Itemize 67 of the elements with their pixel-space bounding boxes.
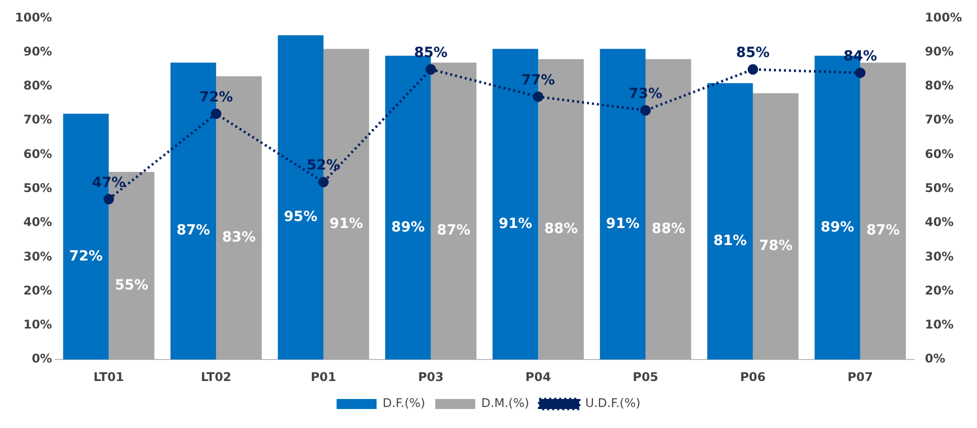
x-tick-label: P07 bbox=[848, 370, 873, 384]
point bbox=[426, 64, 436, 75]
y2-tick-label: 10% bbox=[924, 318, 954, 332]
y2-tick-label: 70% bbox=[924, 112, 954, 127]
data-label: 91% bbox=[606, 216, 640, 232]
data-label: 87% bbox=[866, 222, 900, 239]
bar bbox=[385, 56, 431, 360]
y2-tick-label: 100% bbox=[924, 10, 962, 24]
y-tick-label: 60% bbox=[23, 146, 52, 161]
data-label: 91% bbox=[498, 216, 532, 232]
bar bbox=[707, 83, 753, 360]
y-tick-label: 90% bbox=[23, 44, 52, 58]
legend-label: D.F.(%) bbox=[382, 396, 426, 410]
y2-tick-label: 0% bbox=[924, 352, 946, 366]
y-tick-label: 100% bbox=[14, 10, 52, 24]
bar bbox=[752, 93, 799, 360]
data-label: 87% bbox=[176, 222, 210, 239]
y-tick-label: 40% bbox=[23, 215, 52, 230]
bar bbox=[430, 62, 476, 360]
data-label: 88% bbox=[652, 221, 686, 238]
y-tick-label: 10% bbox=[23, 318, 52, 332]
y2-tick-label: 80% bbox=[924, 78, 954, 93]
data-label: 81% bbox=[713, 232, 747, 249]
y-tick-label: 70% bbox=[23, 112, 52, 127]
x-tick-label: LT02 bbox=[200, 370, 232, 384]
y-tick-label: 50% bbox=[23, 181, 52, 196]
data-label: 85% bbox=[736, 45, 770, 62]
y-tick-label: 0% bbox=[32, 352, 52, 366]
y2-tick-label: 60% bbox=[924, 146, 954, 161]
point bbox=[318, 176, 329, 188]
data-label: 89% bbox=[391, 219, 425, 236]
legend-label: D.M.(%) bbox=[481, 396, 530, 410]
data-label: 78% bbox=[758, 238, 792, 254]
data-label: 89% bbox=[820, 219, 854, 236]
y2-tick-label: 40% bbox=[924, 215, 954, 230]
data-label: 55% bbox=[114, 277, 148, 294]
x-tick-label: P05 bbox=[632, 370, 658, 384]
point bbox=[748, 64, 758, 75]
point bbox=[855, 68, 866, 78]
data-label: 88% bbox=[544, 221, 578, 238]
x-tick-label: P03 bbox=[418, 370, 444, 384]
data-label: 84% bbox=[843, 48, 878, 64]
data-label: 91% bbox=[330, 216, 364, 232]
y2-tick-label: 90% bbox=[924, 44, 954, 58]
point bbox=[104, 194, 114, 204]
y2-tick-label: 30% bbox=[924, 249, 954, 264]
data-label: 95% bbox=[284, 209, 318, 226]
y-tick-label: 20% bbox=[23, 283, 52, 298]
data-label: 85% bbox=[414, 45, 448, 62]
data-label: 52% bbox=[306, 158, 340, 174]
bar bbox=[860, 62, 906, 360]
data-label: 72% bbox=[69, 248, 103, 264]
data-label: 87% bbox=[436, 222, 470, 239]
point bbox=[532, 91, 544, 102]
x-tick-label: P04 bbox=[525, 370, 551, 384]
x-tick-label: P06 bbox=[740, 370, 766, 384]
point bbox=[640, 105, 651, 116]
point bbox=[210, 108, 222, 120]
data-label: 47% bbox=[92, 174, 126, 191]
y-tick-label: 80% bbox=[23, 78, 52, 93]
y-tick-label: 30% bbox=[23, 249, 52, 264]
y2-tick-label: 20% bbox=[924, 283, 954, 298]
data-label: 83% bbox=[222, 230, 256, 246]
x-tick-label: P01 bbox=[310, 370, 336, 384]
legend-label: U.D.F.(%) bbox=[585, 396, 640, 410]
y2-tick-label: 50% bbox=[924, 181, 954, 196]
x-tick-label: LT01 bbox=[93, 370, 124, 384]
